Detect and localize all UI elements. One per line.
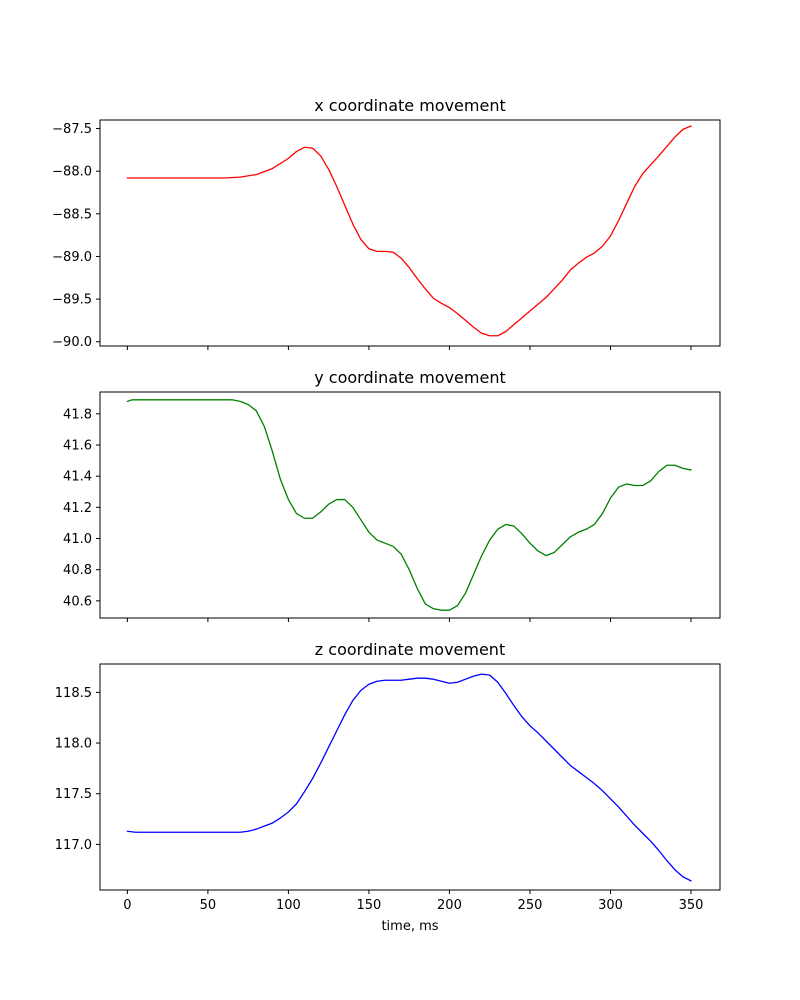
- series-line: [126, 125, 692, 337]
- x-tick-label: 50: [200, 898, 217, 913]
- y-tick-label: −88.0: [52, 165, 92, 180]
- y-tick-label: −87.5: [52, 122, 92, 137]
- x-tick-label: 250: [518, 898, 543, 913]
- subplot-1: x coordinate movement −90.0 −89.5 −89.0 −88.…: [52, 96, 721, 350]
- chart-title: y coordinate movement: [314, 368, 506, 387]
- chart-title: x coordinate movement: [314, 96, 506, 115]
- x-tick-label: 300: [598, 898, 623, 913]
- series-line: [126, 673, 692, 882]
- y-tick-label: 117.5: [55, 787, 92, 802]
- y-tick-label: 41.6: [63, 438, 92, 453]
- x-tick-label: 0: [123, 898, 131, 913]
- y-tick-label: 40.8: [63, 563, 92, 578]
- subplot-3: z coordinate movement 117.0 117.5 118.0 118.…: [55, 640, 721, 934]
- x-axis-label: time, ms: [381, 919, 438, 934]
- plot-frame: [99, 663, 721, 891]
- plot-frame: [99, 119, 721, 347]
- y-tick-label: 41.0: [63, 532, 92, 547]
- x-tick-label: 200: [437, 898, 462, 913]
- x-tick-label: 100: [276, 898, 301, 913]
- chart-title: z coordinate movement: [315, 640, 505, 659]
- x-tick-label: 350: [679, 898, 704, 913]
- y-tick-label: 117.0: [55, 838, 92, 853]
- y-tick-label: 41.4: [63, 470, 92, 485]
- series-line: [126, 399, 692, 611]
- y-tick-label: 40.6: [63, 594, 92, 609]
- y-tick-label: −89.0: [52, 250, 92, 265]
- y-tick-label: 41.8: [63, 407, 92, 422]
- y-tick-label: 118.0: [55, 737, 92, 752]
- y-tick-label: 118.5: [55, 686, 92, 701]
- x-tick-label: 150: [357, 898, 382, 913]
- y-tick-label: −90.0: [52, 335, 92, 350]
- plot-frame: [99, 391, 721, 619]
- y-tick-label: 41.2: [63, 501, 92, 516]
- y-tick-label: −89.5: [52, 293, 92, 308]
- subplot-2: y coordinate movement 40.6 40.8 41.0 41.2 41.…: [63, 368, 721, 622]
- y-tick-label: −88.5: [52, 207, 92, 222]
